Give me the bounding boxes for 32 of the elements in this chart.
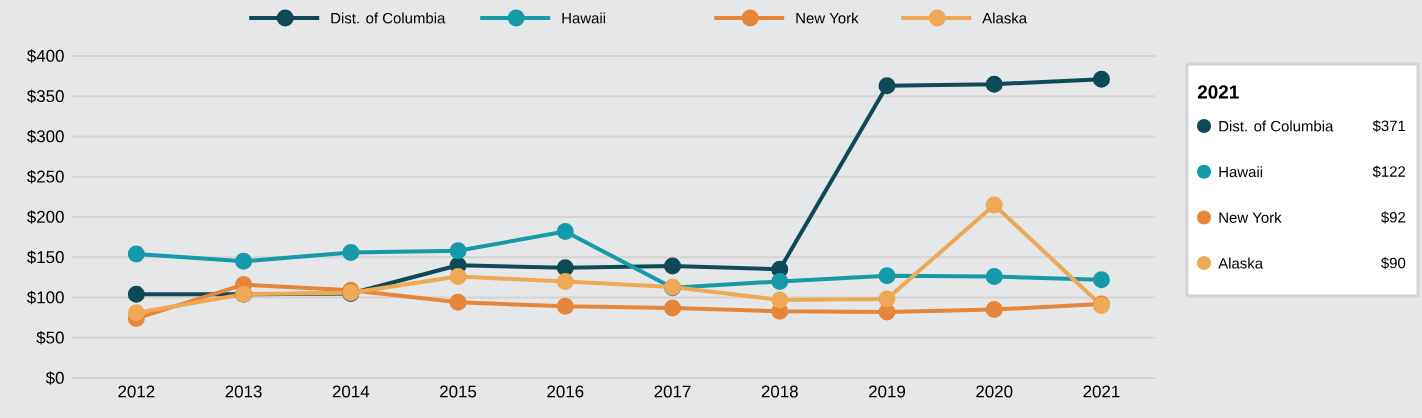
y-tick-label: $300 — [26, 129, 64, 144]
text: $92 — [1381, 211, 1406, 224]
y-tick-label: $250 — [26, 169, 64, 184]
text: $90 — [1381, 257, 1406, 270]
text: $371 — [1372, 119, 1406, 133]
x-tick-label: 2017 — [654, 385, 691, 398]
y-tick-label: $200 — [26, 210, 64, 224]
text: 2021 — [1197, 85, 1239, 99]
text: $122 — [1372, 165, 1406, 178]
text: Alaska — [982, 12, 1028, 24]
y-tick-label: $50 — [36, 330, 64, 345]
legend-label: New York — [1219, 211, 1282, 223]
legend-label: Alaska — [1218, 257, 1264, 269]
x-tick-label: 2013 — [225, 385, 262, 398]
y-tick-label: $400 — [26, 49, 64, 63]
text: Hawaii — [562, 12, 606, 24]
text: Dist. of Columbia — [1219, 120, 1334, 132]
x-tick-label: 2015 — [440, 385, 477, 398]
x-tick-label: 2012 — [118, 385, 155, 398]
x-tick-label: 2014 — [332, 385, 370, 398]
legend-label: Hawaii — [1219, 166, 1263, 178]
x-tick-label: 2019 — [869, 385, 906, 398]
x-tick-label: 2020 — [976, 385, 1013, 398]
y-tick-label: $150 — [26, 250, 64, 265]
y-tick-label: $350 — [26, 89, 64, 104]
x-tick-label: 2016 — [547, 385, 584, 398]
legend-label: Dist. of Columbia — [331, 12, 446, 24]
text: New York — [796, 12, 859, 24]
y-tick-label: $100 — [26, 290, 64, 305]
x-tick-label: 2018 — [761, 385, 798, 398]
y-tick-label: $0 — [45, 371, 64, 385]
x-tick-label: 2021 — [1083, 385, 1120, 398]
